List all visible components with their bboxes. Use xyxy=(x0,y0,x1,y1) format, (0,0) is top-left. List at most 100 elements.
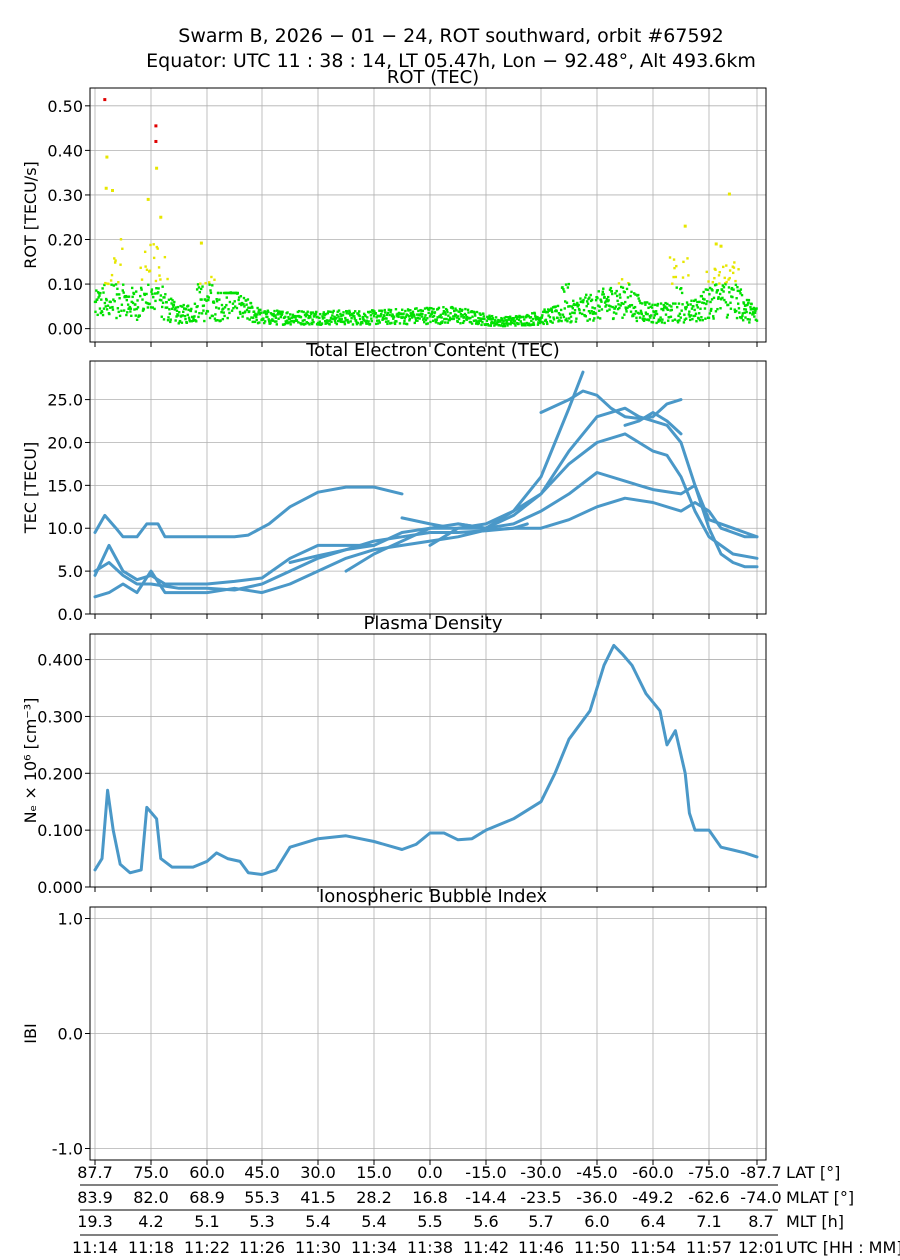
rot-point xyxy=(398,322,402,325)
x-tick-label: 6.0 xyxy=(584,1212,609,1231)
rot-point xyxy=(204,298,207,301)
rot-point xyxy=(525,321,529,325)
rot-point xyxy=(493,324,496,327)
rot-point xyxy=(98,294,101,297)
rot-point xyxy=(181,305,184,308)
rot-point xyxy=(483,317,486,321)
rot-point xyxy=(452,317,455,321)
rot-point xyxy=(543,308,546,311)
rot-point xyxy=(463,315,466,319)
rot-point xyxy=(714,268,717,271)
rot-point xyxy=(709,309,713,312)
rot-point xyxy=(146,302,149,305)
x-tick-label: 11:54 xyxy=(630,1238,676,1257)
rot-point xyxy=(524,323,527,327)
rot-point xyxy=(286,321,290,325)
rot-point xyxy=(586,302,590,305)
rot-point xyxy=(688,315,691,318)
rot-point xyxy=(723,276,726,280)
rot-point xyxy=(477,322,481,325)
rot-point xyxy=(149,243,152,247)
rot-point xyxy=(726,313,730,317)
rot-point xyxy=(742,302,746,305)
rot-point xyxy=(718,282,721,285)
rot-point xyxy=(118,314,122,318)
rot-point xyxy=(693,308,696,312)
rot-point xyxy=(739,288,743,291)
rot-point xyxy=(382,317,385,321)
rot-point xyxy=(156,247,159,250)
rot-point xyxy=(449,312,452,315)
rot-point xyxy=(420,315,424,318)
rot-point xyxy=(199,287,203,291)
rot-point xyxy=(233,305,237,308)
rot-point xyxy=(348,311,352,314)
x-tick-label: 30.0 xyxy=(300,1163,336,1182)
rot-point xyxy=(701,318,704,322)
rot-point xyxy=(403,317,407,320)
rot-point xyxy=(365,319,369,322)
x-tick-label: -87.7 xyxy=(740,1163,781,1182)
rot-point xyxy=(671,282,674,285)
rot-point xyxy=(508,316,511,320)
rot-point xyxy=(646,312,649,316)
rot-point xyxy=(178,311,181,314)
rot-point xyxy=(596,316,600,319)
rot-point xyxy=(542,310,546,314)
rot-point xyxy=(434,318,437,321)
rot-point xyxy=(351,323,355,326)
rot-point xyxy=(127,295,131,298)
x-tick-label: 11:26 xyxy=(239,1238,285,1257)
rot-point xyxy=(285,319,289,322)
rot-point xyxy=(535,317,539,321)
rot-point xyxy=(663,321,666,325)
rot-point xyxy=(110,273,114,277)
rot-point xyxy=(481,320,484,324)
rot-point xyxy=(146,306,150,309)
rot-point xyxy=(603,301,607,304)
x-tick-label: 5.4 xyxy=(305,1212,330,1231)
rot-point xyxy=(692,305,695,308)
rot-point xyxy=(551,321,554,324)
rot-point xyxy=(315,310,318,314)
rot-point xyxy=(186,313,189,317)
rot-point xyxy=(636,311,639,315)
y-tick-label: 0.400 xyxy=(37,651,83,670)
rot-point xyxy=(460,315,463,318)
rot-point xyxy=(355,322,359,326)
rot-point xyxy=(159,294,163,297)
rot-point xyxy=(641,318,645,321)
rot-point xyxy=(488,314,491,317)
rot-point xyxy=(228,300,232,304)
rot-point xyxy=(637,312,641,315)
rot-point xyxy=(335,322,339,326)
rot-point xyxy=(318,320,321,323)
rot-point xyxy=(168,308,171,311)
rot-point xyxy=(199,282,202,285)
rot-point xyxy=(247,306,250,309)
rot-point xyxy=(608,308,611,311)
rot-point xyxy=(603,295,606,299)
rot-point xyxy=(406,314,409,317)
rot-point xyxy=(696,300,699,304)
rot-point xyxy=(115,316,118,320)
y-tick-label: -1.0 xyxy=(52,1140,83,1159)
rot-point xyxy=(416,319,419,322)
rot-point xyxy=(673,318,677,321)
rot-point xyxy=(693,314,697,317)
rot-point xyxy=(367,320,370,323)
rot-point xyxy=(222,307,225,310)
rot-point xyxy=(739,292,742,295)
rot-point xyxy=(233,300,236,303)
rot-point xyxy=(551,310,554,314)
rot-point xyxy=(689,303,692,306)
rot-point xyxy=(523,322,526,325)
rot-point xyxy=(164,306,167,309)
rot-point xyxy=(645,318,648,321)
rot-point xyxy=(217,307,221,310)
rot-point xyxy=(565,301,569,304)
rot-point xyxy=(557,311,561,315)
rot-point xyxy=(538,318,541,322)
rot-point xyxy=(437,322,440,325)
rot-point xyxy=(188,320,192,323)
